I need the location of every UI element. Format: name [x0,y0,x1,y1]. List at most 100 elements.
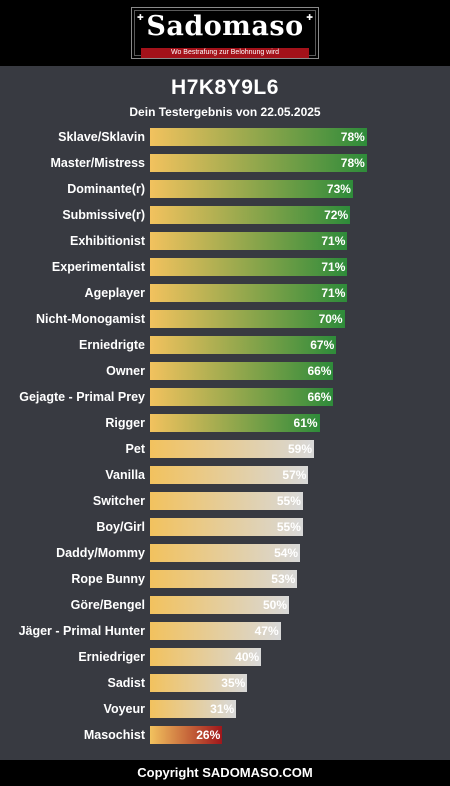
bar-value-label: 26% [196,728,221,742]
category-label: Experimentalist [51,260,145,274]
bar-value-label: 78% [340,130,365,144]
bar [150,674,248,692]
bar-value-label: 59% [287,442,313,456]
chart-row: Erniedriger 40% [0,648,450,666]
bar [150,492,303,510]
chart-row: Rope Bunny 53% [0,570,450,588]
bar [150,700,237,718]
bar-value-label: 66% [307,364,332,378]
chart-row: Switcher 55% [0,492,450,510]
bar-value-label: 67% [310,338,335,352]
result-title: H7K8Y9L6 [171,76,279,99]
bar-value-label: 66% [307,390,332,404]
bar-value-label: 71% [321,286,346,300]
bar-value-label: 31% [210,702,235,716]
top-header: ✚ ✚ Sadomaso Wo Bestrafung zur Belohnung… [0,0,450,66]
category-label: Owner [106,364,145,378]
bar-value-label: 73% [326,182,351,196]
bar-value-label: 70% [318,312,343,326]
chart-row: Exhibitionist 71% [0,232,450,250]
chart-row: Daddy/Mommy 54% [0,544,450,562]
category-label: Erniedriger [78,650,145,664]
bar-value-label: 61% [293,416,318,430]
category-label: Erniedrigte [79,338,145,352]
bar [150,596,289,614]
category-label: Sadist [107,676,145,690]
chart-row: Jäger - Primal Hunter 47% [0,622,450,640]
bar-value-label: 78% [340,156,365,170]
category-label: Submissive(r) [62,208,145,222]
bar-value-label: 71% [321,260,346,274]
chart-row: Gejagte - Primal Prey 66% [0,388,450,406]
site-logo[interactable]: ✚ ✚ Sadomaso Wo Bestrafung zur Belohnung… [130,6,320,60]
category-label: Boy/Girl [96,520,145,534]
bar-value-label: 71% [321,234,346,248]
result-subtitle: Dein Testergebnis von 22.05.2025 [129,105,321,119]
bar-value-label: 53% [271,572,296,586]
bar [150,648,262,666]
bar [150,726,223,744]
chart-row: Sklave/Sklavin 78% [0,128,450,146]
footer-copyright: Copyright SADOMASO.COM [0,760,450,786]
chart-row: Masochist 26% [0,726,450,744]
bar [150,518,303,536]
bar-value-label: 55% [276,520,301,534]
bar-value-label: 40% [235,650,260,664]
bar-value-label: 57% [282,468,307,482]
category-label: Exhibitionist [70,234,145,248]
category-label: Voyeur [103,702,145,716]
chart-row: Master/Mistress 78% [0,154,450,172]
bar-value-label: 47% [254,624,279,638]
chart-row: Sadist 35% [0,674,450,692]
logo-tagline: Wo Bestrafung zur Belohnung wird [141,48,309,58]
bar [150,154,367,172]
cross-icon: ✚ [137,13,144,22]
bar [150,206,351,224]
bar [150,336,337,354]
bar [150,258,348,276]
category-label: Pet [125,442,145,456]
chart-row: Owner 66% [0,362,450,380]
category-label: Gejagte - Primal Prey [19,390,145,404]
bar [150,570,298,588]
bar-value-label: 72% [324,208,349,222]
chart-row: Boy/Girl 55% [0,518,450,536]
category-label: Jäger - Primal Hunter [18,624,145,638]
category-label: Sklave/Sklavin [58,130,145,144]
category-label: Masochist [83,728,145,742]
category-label: Daddy/Mommy [56,546,145,560]
category-label: Rope Bunny [71,572,145,586]
bar [150,414,320,432]
chart-row: Vanilla 57% [0,466,450,484]
bar [150,388,334,406]
bar [150,232,348,250]
chart-row: Rigger 61% [0,414,450,432]
chart-row: Pet 59% [0,440,450,458]
category-label: Master/Mistress [50,156,146,170]
chart-row: Voyeur 31% [0,700,450,718]
category-label: Ageplayer [84,286,145,300]
chart-row: Experimentalist 71% [0,258,450,276]
bar-value-label: 55% [276,494,301,508]
bar [150,466,309,484]
chart-row: Nicht-Monogamist 70% [0,310,450,328]
category-label: Dominante(r) [67,182,145,196]
logo-text: Sadomaso [146,11,304,42]
bar [150,544,301,562]
category-label: Vanilla [105,468,145,482]
chart-row: Ageplayer 71% [0,284,450,302]
bar [150,284,348,302]
bar-value-label: 54% [274,546,299,560]
chart-row: Submissive(r) 72% [0,206,450,224]
bar [150,128,367,146]
bar [150,310,345,328]
bar-value-label: 50% [262,598,287,612]
bar-value-label: 35% [221,676,246,690]
bar [150,440,315,458]
cross-icon: ✚ [306,13,313,22]
category-label: Göre/Bengel [70,598,145,612]
bar [150,622,281,640]
chart-row: Dominante(r) 73% [0,180,450,198]
bar [150,362,334,380]
category-label: Switcher [92,494,145,508]
